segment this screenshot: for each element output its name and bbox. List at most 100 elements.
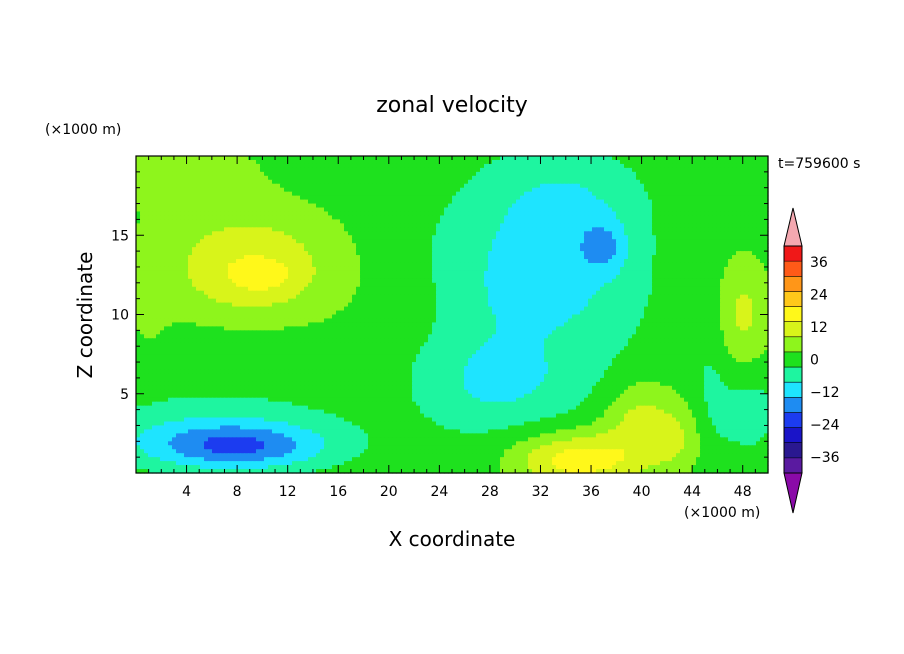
field-cell bbox=[656, 231, 661, 236]
field-cell bbox=[472, 187, 477, 193]
field-cell bbox=[216, 211, 221, 217]
field-cell bbox=[684, 239, 689, 244]
field-cell bbox=[516, 171, 521, 177]
field-cell bbox=[404, 270, 409, 276]
field-cell bbox=[608, 251, 613, 256]
field-cell bbox=[380, 207, 385, 213]
field-cell bbox=[520, 259, 525, 264]
field-cell bbox=[524, 270, 529, 276]
field-cell bbox=[216, 159, 221, 165]
field-cell bbox=[200, 266, 205, 272]
field-cell bbox=[136, 262, 141, 268]
field-cell bbox=[448, 231, 453, 236]
field-cell bbox=[268, 255, 273, 260]
field-cell bbox=[612, 270, 617, 276]
field-cell bbox=[588, 259, 593, 264]
field-cell bbox=[536, 227, 541, 232]
field-cell bbox=[592, 167, 597, 173]
field-cell bbox=[452, 243, 457, 248]
field-cell bbox=[412, 163, 417, 169]
field-cell bbox=[476, 191, 481, 197]
field-cell bbox=[532, 163, 537, 169]
field-cell bbox=[652, 163, 657, 169]
field-cell bbox=[248, 259, 253, 264]
field-cell bbox=[220, 259, 225, 264]
field-cell bbox=[524, 227, 529, 232]
field-cell bbox=[552, 171, 557, 177]
field-cell bbox=[604, 179, 609, 185]
field-cell bbox=[320, 243, 325, 248]
field-cell bbox=[752, 187, 757, 193]
field-cell bbox=[280, 223, 285, 228]
field-cell bbox=[496, 259, 501, 264]
field-cell bbox=[268, 191, 273, 197]
field-cell bbox=[368, 171, 373, 177]
field-cell bbox=[372, 203, 377, 209]
field-cell bbox=[636, 274, 641, 280]
field-cell bbox=[664, 266, 669, 272]
field-cell bbox=[516, 183, 521, 189]
field-cell bbox=[140, 262, 145, 268]
field-cell bbox=[632, 199, 637, 205]
field-cell bbox=[400, 159, 405, 165]
field-cell bbox=[516, 203, 521, 209]
field-cell bbox=[180, 270, 185, 276]
field-cell bbox=[604, 243, 609, 248]
field-cell bbox=[736, 203, 741, 209]
field-cell bbox=[276, 207, 281, 213]
field-cell bbox=[232, 163, 237, 169]
field-cell bbox=[200, 215, 205, 220]
field-cell bbox=[404, 278, 409, 284]
field-cell bbox=[300, 255, 305, 260]
field-cell bbox=[680, 191, 685, 197]
field-cell bbox=[140, 259, 145, 264]
field-cell bbox=[688, 219, 693, 224]
field-cell bbox=[456, 219, 461, 224]
field-cell bbox=[208, 266, 213, 272]
field-cell bbox=[420, 171, 425, 177]
field-cell bbox=[348, 278, 353, 284]
field-cell bbox=[624, 231, 629, 236]
field-cell bbox=[148, 156, 153, 161]
field-cell bbox=[508, 191, 513, 197]
field-cell bbox=[184, 266, 189, 272]
field-cell bbox=[704, 255, 709, 260]
field-cell bbox=[528, 259, 533, 264]
field-cell bbox=[704, 195, 709, 201]
field-cell bbox=[544, 156, 549, 161]
field-cell bbox=[612, 187, 617, 193]
field-cell bbox=[408, 175, 413, 181]
field-cell bbox=[196, 187, 201, 193]
field-cell bbox=[360, 191, 365, 197]
field-cell bbox=[404, 203, 409, 209]
field-cell bbox=[576, 175, 581, 181]
field-cell bbox=[760, 247, 765, 252]
field-cell bbox=[384, 183, 389, 189]
field-cell bbox=[280, 171, 285, 177]
field-cell bbox=[512, 187, 517, 193]
field-cell bbox=[264, 255, 269, 260]
field-cell bbox=[344, 199, 349, 205]
field-cell bbox=[192, 156, 197, 161]
field-cell bbox=[308, 235, 313, 240]
field-cell bbox=[348, 227, 353, 232]
field-cell bbox=[236, 156, 241, 161]
field-cell bbox=[332, 227, 337, 232]
field-cell bbox=[252, 207, 257, 213]
field-cell bbox=[620, 195, 625, 201]
field-cell bbox=[524, 243, 529, 248]
field-cell bbox=[708, 187, 713, 193]
field-cell bbox=[356, 195, 361, 201]
field-cell bbox=[192, 239, 197, 244]
field-cell bbox=[512, 266, 517, 272]
field-cell bbox=[288, 171, 293, 177]
field-cell bbox=[452, 247, 457, 252]
field-cell bbox=[336, 211, 341, 217]
field-cell bbox=[220, 156, 225, 161]
field-cell bbox=[616, 187, 621, 193]
field-cell bbox=[396, 239, 401, 244]
field-cell bbox=[736, 171, 741, 177]
field-cell bbox=[332, 203, 337, 209]
field-cell bbox=[752, 159, 757, 165]
field-cell bbox=[480, 231, 485, 236]
